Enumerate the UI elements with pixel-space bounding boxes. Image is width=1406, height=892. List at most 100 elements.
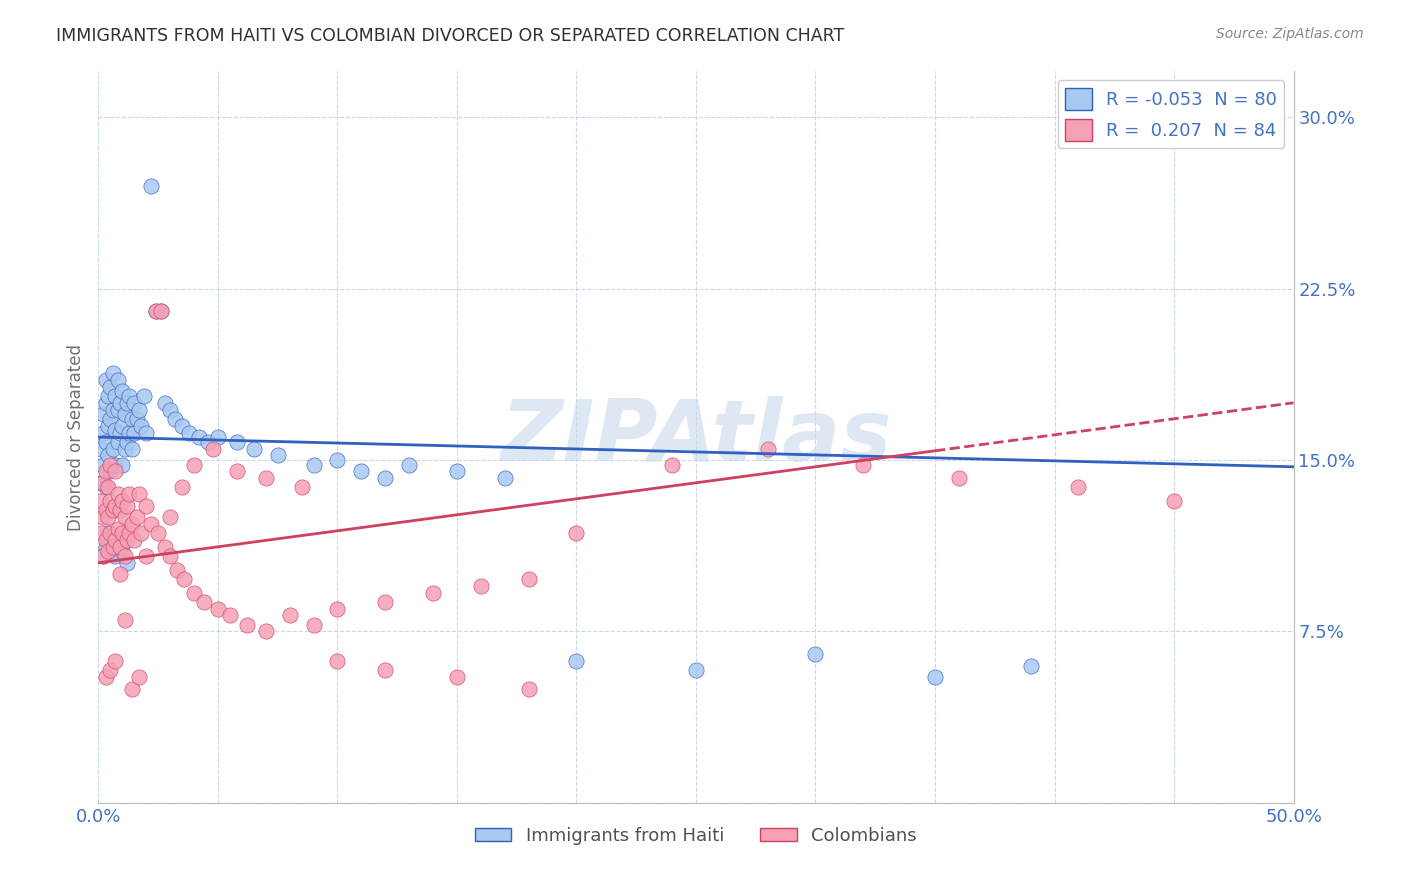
Point bbox=[111, 494, 134, 508]
Point bbox=[107, 540, 129, 554]
Point bbox=[852, 458, 875, 472]
Point bbox=[114, 510, 136, 524]
Point bbox=[94, 464, 117, 478]
Text: ZIPAtlas: ZIPAtlas bbox=[501, 395, 891, 479]
Point bbox=[90, 526, 112, 541]
Point bbox=[924, 670, 946, 684]
Point bbox=[132, 389, 155, 403]
Point bbox=[94, 503, 117, 517]
Point bbox=[254, 471, 277, 485]
Point bbox=[374, 471, 396, 485]
Point bbox=[124, 425, 146, 440]
Point bbox=[291, 480, 314, 494]
Point bbox=[148, 526, 170, 541]
Point bbox=[115, 499, 138, 513]
Point bbox=[173, 572, 195, 586]
Point bbox=[278, 608, 301, 623]
Point bbox=[107, 487, 129, 501]
Point bbox=[94, 373, 117, 387]
Point bbox=[155, 396, 177, 410]
Point bbox=[374, 663, 396, 677]
Point bbox=[91, 425, 114, 440]
Point bbox=[90, 494, 112, 508]
Point bbox=[326, 453, 349, 467]
Point bbox=[91, 458, 114, 472]
Point bbox=[804, 647, 827, 661]
Point bbox=[254, 624, 277, 639]
Point bbox=[149, 304, 172, 318]
Point bbox=[756, 442, 779, 456]
Point bbox=[267, 449, 290, 463]
Point bbox=[104, 654, 127, 668]
Point bbox=[108, 567, 131, 582]
Point bbox=[98, 464, 122, 478]
Point bbox=[121, 681, 143, 696]
Point bbox=[97, 544, 120, 558]
Point bbox=[114, 407, 136, 421]
Point bbox=[446, 670, 468, 684]
Point bbox=[163, 412, 186, 426]
Point bbox=[219, 608, 242, 623]
Point bbox=[104, 458, 127, 472]
Point bbox=[145, 304, 167, 318]
Point bbox=[661, 458, 683, 472]
Point bbox=[97, 389, 120, 403]
Point bbox=[149, 304, 172, 318]
Point bbox=[1019, 658, 1042, 673]
Point bbox=[94, 480, 117, 494]
Point bbox=[135, 549, 157, 563]
Point bbox=[97, 510, 120, 524]
Point bbox=[115, 556, 138, 570]
Point bbox=[226, 434, 249, 449]
Point bbox=[98, 412, 122, 426]
Point bbox=[91, 407, 114, 421]
Point bbox=[517, 681, 540, 696]
Point bbox=[94, 670, 117, 684]
Point bbox=[187, 430, 209, 444]
Point bbox=[446, 464, 468, 478]
Point bbox=[197, 434, 219, 449]
Point bbox=[101, 442, 124, 456]
Point bbox=[1163, 494, 1185, 508]
Point bbox=[107, 434, 129, 449]
Point bbox=[108, 540, 131, 554]
Point bbox=[115, 434, 138, 449]
Point bbox=[91, 549, 114, 563]
Point bbox=[131, 418, 153, 433]
Point bbox=[226, 464, 249, 478]
Point bbox=[139, 516, 162, 531]
Point bbox=[108, 503, 131, 517]
Point bbox=[111, 544, 134, 558]
Point bbox=[107, 521, 129, 535]
Point bbox=[118, 487, 141, 501]
Point bbox=[374, 595, 396, 609]
Point bbox=[114, 442, 136, 456]
Point bbox=[91, 475, 114, 490]
Point bbox=[302, 458, 325, 472]
Point bbox=[118, 526, 141, 541]
Point bbox=[94, 540, 117, 554]
Point bbox=[159, 510, 181, 524]
Point bbox=[124, 533, 146, 547]
Point bbox=[91, 510, 114, 524]
Point bbox=[104, 499, 127, 513]
Point bbox=[98, 380, 122, 394]
Point bbox=[101, 544, 124, 558]
Point bbox=[114, 613, 136, 627]
Point bbox=[121, 442, 143, 456]
Point bbox=[159, 549, 181, 563]
Point bbox=[107, 402, 129, 417]
Point bbox=[128, 670, 150, 684]
Point bbox=[115, 396, 138, 410]
Point bbox=[118, 389, 141, 403]
Point bbox=[172, 418, 194, 433]
Point bbox=[183, 585, 205, 599]
Point bbox=[494, 471, 516, 485]
Point bbox=[517, 572, 540, 586]
Point bbox=[131, 526, 153, 541]
Point bbox=[94, 434, 117, 449]
Point bbox=[101, 366, 124, 380]
Point bbox=[159, 402, 181, 417]
Point bbox=[104, 549, 127, 563]
Text: IMMIGRANTS FROM HAITI VS COLOMBIAN DIVORCED OR SEPARATED CORRELATION CHART: IMMIGRANTS FROM HAITI VS COLOMBIAN DIVOR… bbox=[56, 27, 845, 45]
